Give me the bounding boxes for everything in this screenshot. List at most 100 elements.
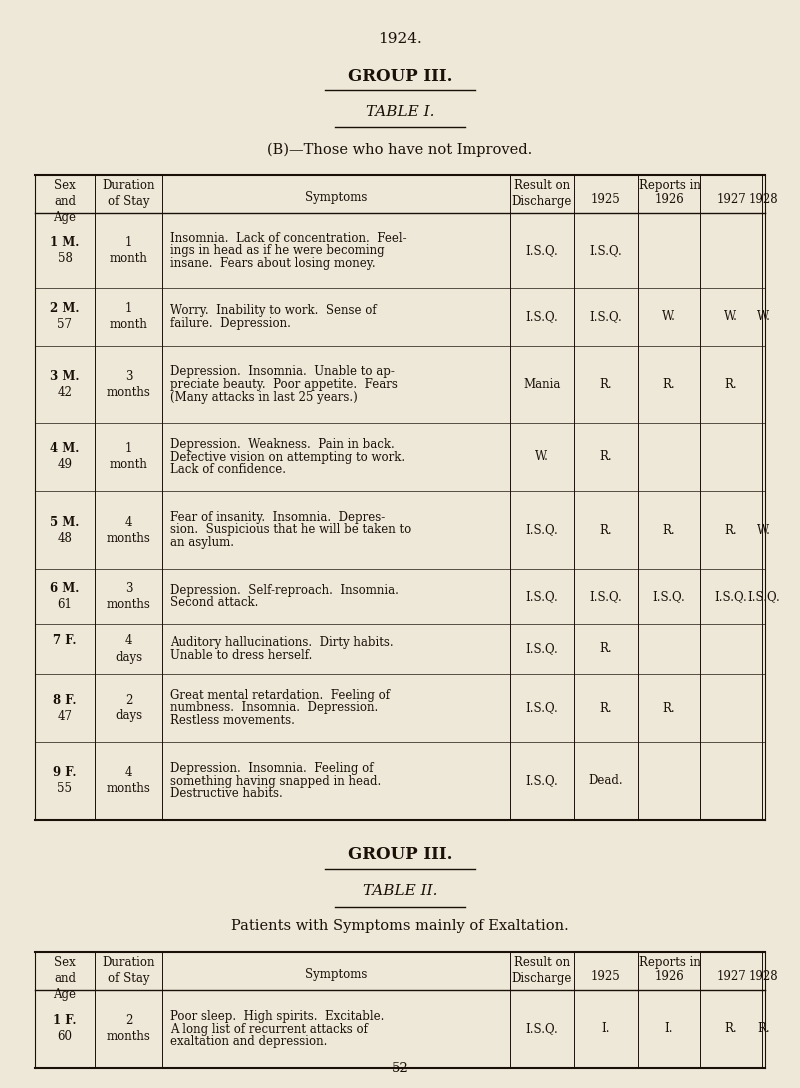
Text: 4
months: 4 months xyxy=(106,516,150,544)
Text: R.: R. xyxy=(600,523,612,536)
Text: 2
months: 2 months xyxy=(106,1014,150,1043)
Text: I.S.Q.: I.S.Q. xyxy=(526,244,558,257)
Text: I.S.Q.: I.S.Q. xyxy=(747,590,780,603)
Text: preciate beauty.  Poor appetite.  Fears: preciate beauty. Poor appetite. Fears xyxy=(170,378,398,391)
Text: 49: 49 xyxy=(58,458,73,471)
Text: Unable to dress herself.: Unable to dress herself. xyxy=(170,648,312,662)
Text: something having snapped in head.: something having snapped in head. xyxy=(170,775,382,788)
Text: Depression.  Self-reproach.  Insomnia.: Depression. Self-reproach. Insomnia. xyxy=(170,584,399,596)
Text: I.: I. xyxy=(665,1023,674,1036)
Text: Reports in: Reports in xyxy=(638,956,701,969)
Text: R.: R. xyxy=(600,643,612,655)
Text: Reports in: Reports in xyxy=(638,180,701,191)
Text: 2
days: 2 days xyxy=(115,693,142,722)
Text: Duration
of Stay: Duration of Stay xyxy=(102,956,154,985)
Text: 52: 52 xyxy=(392,1062,408,1075)
Text: Depression.  Insomnia.  Unable to ap-: Depression. Insomnia. Unable to ap- xyxy=(170,366,395,379)
Text: Auditory hallucinations.  Dirty habits.: Auditory hallucinations. Dirty habits. xyxy=(170,636,394,650)
Text: A long list of recurrent attacks of: A long list of recurrent attacks of xyxy=(170,1023,368,1036)
Text: (Many attacks in last 25 years.): (Many attacks in last 25 years.) xyxy=(170,391,358,404)
Text: I.S.Q.: I.S.Q. xyxy=(526,590,558,603)
Text: R.: R. xyxy=(662,378,675,391)
Text: TABLE II.: TABLE II. xyxy=(362,883,438,898)
Text: 3
months: 3 months xyxy=(106,582,150,611)
Text: 1
month: 1 month xyxy=(110,236,147,265)
Text: 1925: 1925 xyxy=(591,193,621,206)
Text: GROUP III.: GROUP III. xyxy=(348,67,452,85)
Text: R.: R. xyxy=(662,523,675,536)
Text: I.S.Q.: I.S.Q. xyxy=(526,1023,558,1036)
Text: W.: W. xyxy=(757,310,770,323)
Text: I.S.Q.: I.S.Q. xyxy=(590,244,622,257)
Text: Lack of confidence.: Lack of confidence. xyxy=(170,463,286,477)
Text: R.: R. xyxy=(600,378,612,391)
Text: I.S.Q.: I.S.Q. xyxy=(526,643,558,655)
Text: Symptoms: Symptoms xyxy=(305,191,367,205)
Text: 1925: 1925 xyxy=(591,970,621,982)
Text: Restless movements.: Restless movements. xyxy=(170,714,295,727)
Text: I.S.Q.: I.S.Q. xyxy=(590,590,622,603)
Text: R.: R. xyxy=(600,450,612,463)
Text: Poor sleep.  High spirits.  Excitable.: Poor sleep. High spirits. Excitable. xyxy=(170,1010,384,1023)
Text: 5 M.: 5 M. xyxy=(50,516,80,529)
Text: I.S.Q.: I.S.Q. xyxy=(714,590,747,603)
Text: TABLE I.: TABLE I. xyxy=(366,106,434,119)
Text: 3 M.: 3 M. xyxy=(50,370,80,383)
Text: ings in head as if he were becoming: ings in head as if he were becoming xyxy=(170,244,385,257)
Text: 2 M.: 2 M. xyxy=(50,302,80,316)
Text: I.S.Q.: I.S.Q. xyxy=(526,523,558,536)
Text: R.: R. xyxy=(725,378,738,391)
Text: I.S.Q.: I.S.Q. xyxy=(526,310,558,323)
Text: 42: 42 xyxy=(58,386,73,399)
Text: W.: W. xyxy=(724,310,738,323)
Text: 1
month: 1 month xyxy=(110,443,147,471)
Text: Defective vision on attempting to work.: Defective vision on attempting to work. xyxy=(170,450,405,463)
Text: sion.  Suspicious that he will be taken to: sion. Suspicious that he will be taken t… xyxy=(170,523,411,536)
Text: I.S.Q.: I.S.Q. xyxy=(590,310,622,323)
Text: Symptoms: Symptoms xyxy=(305,968,367,981)
Text: 1926: 1926 xyxy=(654,970,684,982)
Text: Depression.  Insomnia.  Feeling of: Depression. Insomnia. Feeling of xyxy=(170,762,374,775)
Text: W.: W. xyxy=(662,310,676,323)
Text: Mania: Mania xyxy=(523,378,561,391)
Text: failure.  Depression.: failure. Depression. xyxy=(170,317,291,330)
Text: 1927: 1927 xyxy=(716,193,746,206)
Text: I.S.Q.: I.S.Q. xyxy=(526,775,558,788)
Text: 4 M.: 4 M. xyxy=(50,443,80,456)
Text: Great mental retardation.  Feeling of: Great mental retardation. Feeling of xyxy=(170,689,390,702)
Text: 57: 57 xyxy=(58,319,73,332)
Text: R.: R. xyxy=(600,702,612,715)
Text: R.: R. xyxy=(725,523,738,536)
Text: W.: W. xyxy=(757,523,770,536)
Text: 6 M.: 6 M. xyxy=(50,582,80,595)
Text: 8 F.: 8 F. xyxy=(54,693,77,706)
Text: Sex
and
Age: Sex and Age xyxy=(54,956,77,1001)
Text: Patients with Symptoms mainly of Exaltation.: Patients with Symptoms mainly of Exaltat… xyxy=(231,919,569,934)
Text: Dead.: Dead. xyxy=(589,775,623,788)
Text: W.: W. xyxy=(535,450,549,463)
Text: 60: 60 xyxy=(58,1030,73,1043)
Text: 1928: 1928 xyxy=(749,970,778,982)
Text: Duration
of Stay: Duration of Stay xyxy=(102,180,154,208)
Text: Second attack.: Second attack. xyxy=(170,596,258,609)
Text: I.S.Q.: I.S.Q. xyxy=(653,590,686,603)
Text: insane.  Fears about losing money.: insane. Fears about losing money. xyxy=(170,257,376,270)
Text: 1928: 1928 xyxy=(749,193,778,206)
Text: 47: 47 xyxy=(58,709,73,722)
Text: Destructive habits.: Destructive habits. xyxy=(170,787,282,800)
Text: Sex
and
Age: Sex and Age xyxy=(54,180,77,224)
Text: Worry.  Inability to work.  Sense of: Worry. Inability to work. Sense of xyxy=(170,305,377,318)
Text: Result on
Discharge: Result on Discharge xyxy=(512,180,572,208)
Text: I.S.Q.: I.S.Q. xyxy=(526,702,558,715)
Text: 9 F.: 9 F. xyxy=(54,767,77,779)
Text: Depression.  Weakness.  Pain in back.: Depression. Weakness. Pain in back. xyxy=(170,438,394,452)
Text: 4
months: 4 months xyxy=(106,767,150,795)
Text: 1927: 1927 xyxy=(716,970,746,982)
Text: I.: I. xyxy=(602,1023,610,1036)
Text: Insomnia.  Lack of concentration.  Feel-: Insomnia. Lack of concentration. Feel- xyxy=(170,232,406,245)
Text: 7 F.: 7 F. xyxy=(54,634,77,647)
Text: R.: R. xyxy=(662,702,675,715)
Text: 1 M.: 1 M. xyxy=(50,236,80,249)
Text: 3
months: 3 months xyxy=(106,370,150,399)
Text: Fear of insanity.  Insomnia.  Depres-: Fear of insanity. Insomnia. Depres- xyxy=(170,511,386,524)
